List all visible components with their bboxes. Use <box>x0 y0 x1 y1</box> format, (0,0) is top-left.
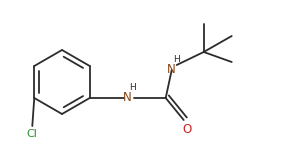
Text: Cl: Cl <box>27 129 38 139</box>
Text: H: H <box>129 83 135 92</box>
Text: O: O <box>182 123 191 136</box>
Text: N: N <box>167 63 176 76</box>
Text: N: N <box>123 90 132 103</box>
Text: H: H <box>173 55 179 64</box>
